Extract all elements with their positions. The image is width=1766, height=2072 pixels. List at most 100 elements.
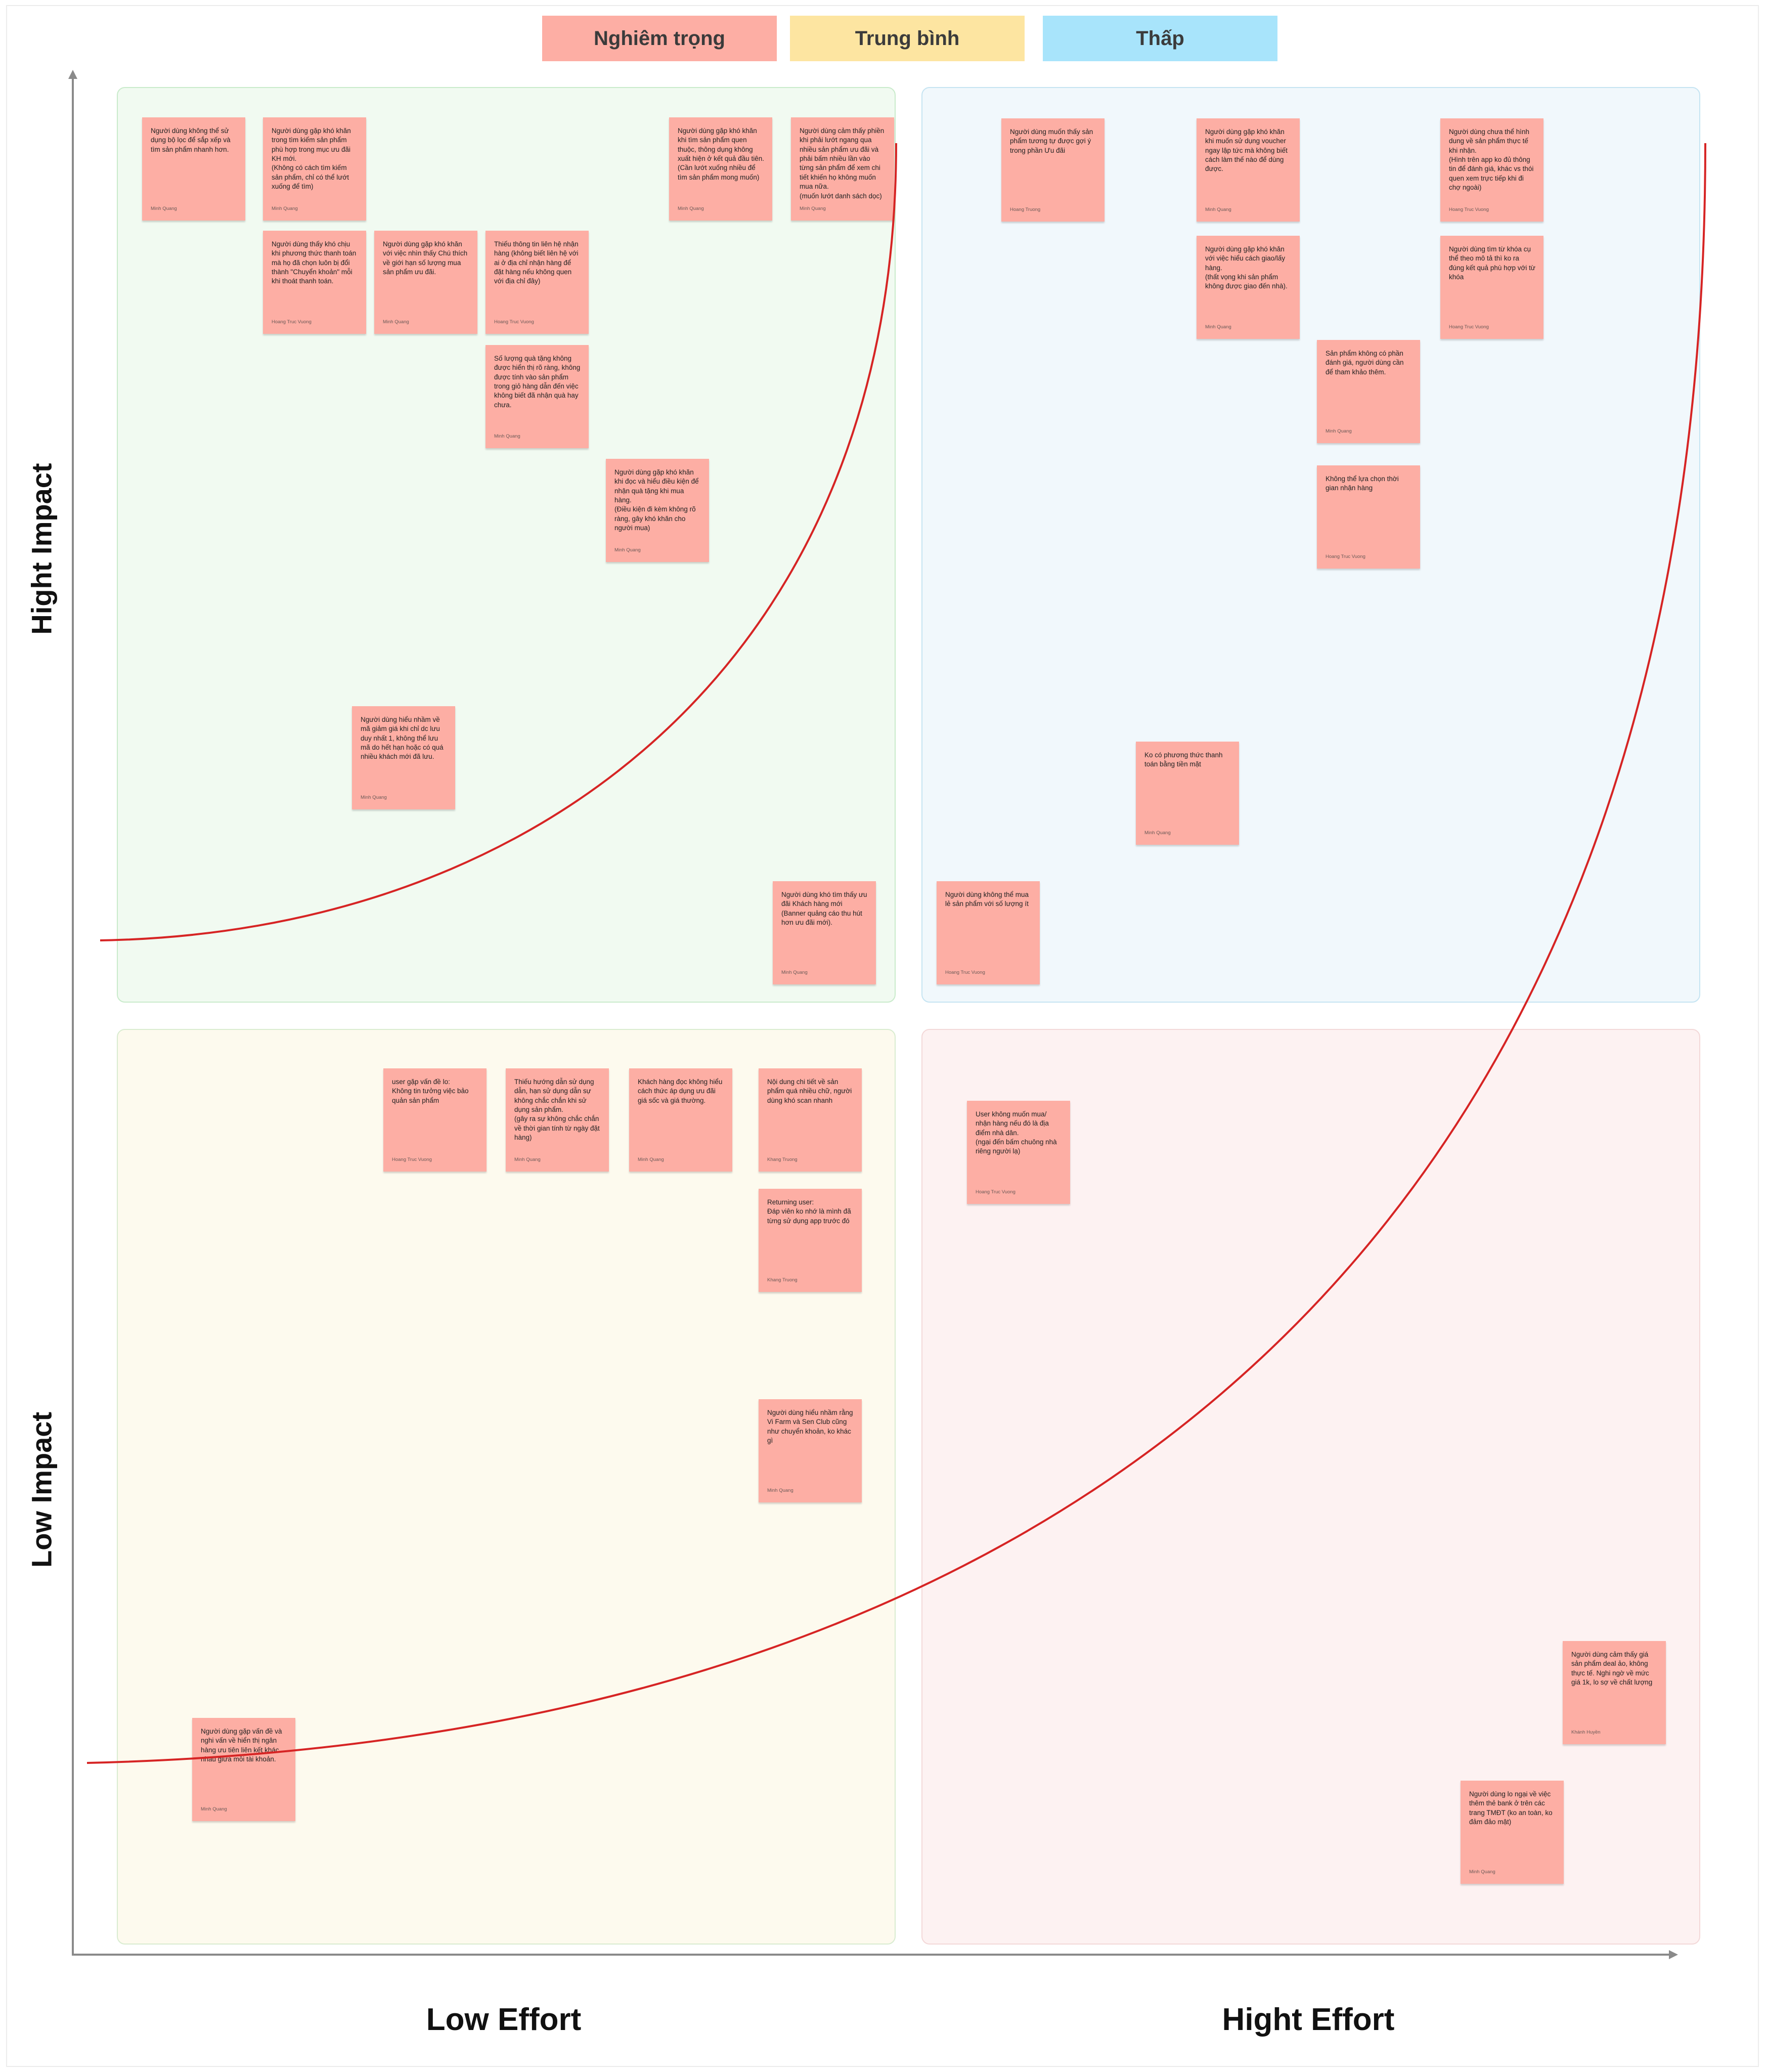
sticky-note[interactable]: Người dùng gặp khó khăn với việc hiểu cá… <box>1197 236 1300 339</box>
upper-priority-curve <box>100 143 897 941</box>
sticky-author: Khánh Huyền <box>1571 1730 1601 1735</box>
sticky-note[interactable]: Thiếu thông tin liên hệ nhận hàng (không… <box>485 231 589 334</box>
sticky-note[interactable]: Số lượng quà tặng không được hiển thị rõ… <box>485 345 589 448</box>
sticky-author: Minh Quang <box>1326 428 1352 434</box>
sticky-note[interactable]: Returning user: Đáp viên ko nhớ là mình … <box>759 1189 862 1292</box>
sticky-author: Minh Quang <box>800 206 826 211</box>
x-axis-label-high-effort: Hight Effort <box>1222 2002 1395 2037</box>
sticky-note[interactable]: Người dùng hiểu nhầm về mã giảm giá khi … <box>352 706 455 809</box>
sticky-text: Người dùng gặp khó khăn với việc nhìn th… <box>383 240 468 276</box>
sticky-author: Minh Quang <box>361 795 387 800</box>
sticky-note[interactable]: Người dùng lo ngại về việc thêm thẻ bank… <box>1461 1781 1564 1884</box>
sticky-text: user gặp vấn đề lo: Không tin tưởng việc… <box>392 1078 469 1104</box>
sticky-note[interactable]: Người dùng hiểu nhầm rằng Vi Farm và Sen… <box>759 1399 862 1502</box>
sticky-text: Người dùng lo ngại về việc thêm thẻ bank… <box>1469 1790 1553 1826</box>
sticky-author: Minh Quang <box>1205 324 1231 330</box>
sticky-text: Người dùng gặp khó khăn khi muốn sử dụng… <box>1205 128 1288 173</box>
sticky-author: Minh Quang <box>383 319 409 325</box>
sticky-text: Không thể lựa chọn thời gian nhận hàng <box>1326 475 1399 492</box>
sticky-text: Người dùng hiểu nhầm rằng Vi Farm và Sen… <box>767 1409 853 1445</box>
lower-priority-curve <box>86 143 1706 1764</box>
sticky-note[interactable]: Khách hàng đọc không hiểu cách thức áp d… <box>629 1068 732 1172</box>
sticky-note[interactable]: Người dùng không thể sử dụng bộ lọc để s… <box>142 117 245 221</box>
sticky-note[interactable]: Người dùng thấy khó chịu khi phương thức… <box>263 231 366 334</box>
sticky-author: Hoang Truc Vuong <box>494 319 534 325</box>
quadrant-high-impact-high-effort <box>921 87 1700 1003</box>
sticky-note[interactable]: Người dùng gặp khó khăn khi tìm sản phẩm… <box>669 117 772 221</box>
sticky-text: Thiếu thông tin liên hệ nhận hàng (không… <box>494 240 579 285</box>
sticky-text: Người dùng khó tìm thấy ưu đãi Khách hàn… <box>781 891 867 927</box>
legend-medium[interactable]: Trung bình <box>790 16 1025 61</box>
sticky-note[interactable]: Người dùng tìm từ khóa cụ thể theo mô tả… <box>1440 236 1543 339</box>
sticky-author: Khang Truong <box>767 1277 798 1283</box>
sticky-text: Người dùng không thể sử dụng bộ lọc để s… <box>151 127 231 153</box>
sticky-text: Người dùng chưa thể hình dung về sản phẩ… <box>1449 128 1534 192</box>
legend-severe[interactable]: Nghiêm trọng <box>542 16 777 61</box>
sticky-text: Người dùng gặp khó khăn khi tìm sản phẩm… <box>678 127 764 181</box>
sticky-author: Minh Quang <box>1469 1869 1495 1875</box>
x-axis-arrow-icon <box>1669 1950 1678 1959</box>
x-axis-label-low-effort: Low Effort <box>426 2002 582 2037</box>
sticky-author: Hoang Truc Vuong <box>392 1157 432 1162</box>
sticky-text: Người dùng muốn thấy sản phẩm tương tự đ… <box>1010 128 1093 154</box>
sticky-author: Hoang Truc Vuong <box>272 319 312 325</box>
sticky-text: Số lượng quà tặng không được hiển thị rõ… <box>494 355 581 409</box>
sticky-note[interactable]: Không thể lựa chọn thời gian nhận hàng Ho… <box>1317 465 1420 569</box>
sticky-text: Khách hàng đọc không hiểu cách thức áp d… <box>638 1078 723 1104</box>
sticky-author: Minh Quang <box>201 1806 227 1812</box>
sticky-author: Hoang Truong <box>1010 207 1041 212</box>
sticky-note[interactable]: User không muốn mua/ nhận hàng nếu đó là… <box>967 1101 1070 1204</box>
y-axis <box>72 76 74 1955</box>
board-frame <box>6 5 1759 2067</box>
sticky-note[interactable]: Người dùng gặp vấn đề và nghi vấn về hiể… <box>192 1718 295 1821</box>
sticky-text: Người dùng không thể mua lẻ sản phẩm với… <box>945 891 1029 908</box>
sticky-text: Nội dung chi tiết về sản phẩm quá nhiều … <box>767 1078 852 1104</box>
sticky-author: Hoang Truc Vuong <box>1449 324 1489 330</box>
sticky-note[interactable]: Người dùng gặp khó khăn trong tìm kiếm s… <box>263 117 366 221</box>
y-axis-arrow-icon <box>68 70 77 79</box>
sticky-text: User không muốn mua/ nhận hàng nếu đó là… <box>976 1110 1057 1155</box>
sticky-author: Khang Truong <box>767 1157 798 1162</box>
sticky-text: Người dùng gặp khó khăn khi đọc và hiểu … <box>614 468 699 532</box>
sticky-note[interactable]: Người dùng gặp khó khăn khi đọc và hiểu … <box>606 459 709 562</box>
sticky-note[interactable]: Người dùng cảm thấy giá sản phẩm deal ảo… <box>1563 1641 1666 1744</box>
sticky-author: Hoang Truc Vuong <box>1326 554 1365 559</box>
legend-low[interactable]: Thấp <box>1043 16 1277 61</box>
sticky-note[interactable]: Người dùng chưa thể hình dung về sản phẩ… <box>1440 118 1543 222</box>
sticky-text: Người dùng hiểu nhầm về mã giảm giá khi … <box>361 716 444 761</box>
sticky-author: Minh Quang <box>767 1488 793 1493</box>
sticky-author: Minh Quang <box>678 206 704 211</box>
sticky-note[interactable]: Người dùng không thể mua lẻ sản phẩm với… <box>937 881 1040 984</box>
sticky-author: Minh Quang <box>638 1157 664 1162</box>
sticky-author: Minh Quang <box>1144 830 1171 836</box>
sticky-text: Người dùng cảm thấy giá sản phẩm deal ảo… <box>1571 1651 1653 1687</box>
sticky-note[interactable]: Người dùng gặp khó khăn khi muốn sử dụng… <box>1197 118 1300 222</box>
sticky-author: Hoang Truc Vuong <box>945 970 985 975</box>
sticky-text: Người dùng cảm thấy phiền khi phải lướt … <box>800 127 885 200</box>
sticky-note[interactable]: Ko có phương thức thanh toán bằng tiền m… <box>1136 742 1239 845</box>
sticky-author: Minh Quang <box>494 434 520 439</box>
sticky-note[interactable]: Thiếu hướng dẫn sử dụng dẫn, hạn sử dụng… <box>506 1068 609 1172</box>
sticky-text: Người dùng thấy khó chịu khi phương thức… <box>272 240 357 285</box>
sticky-author: Minh Quang <box>514 1157 541 1162</box>
sticky-text: Người dùng tìm từ khóa cụ thể theo mô tả… <box>1449 245 1535 281</box>
sticky-text: Returning user: Đáp viên ko nhớ là mình … <box>767 1198 851 1225</box>
sticky-note[interactable]: Người dùng cảm thấy phiền khi phải lướt … <box>791 117 894 221</box>
sticky-text: Người dùng gặp khó khăn với việc hiểu cá… <box>1205 245 1288 290</box>
x-axis <box>72 1954 1670 1956</box>
sticky-note[interactable]: Nội dung chi tiết về sản phẩm quá nhiều … <box>759 1068 862 1172</box>
sticky-text: Thiếu hướng dẫn sử dụng dẫn, hạn sử dụng… <box>514 1078 600 1142</box>
sticky-text: Ko có phương thức thanh toán bằng tiền m… <box>1144 751 1223 768</box>
sticky-note[interactable]: Người dùng muốn thấy sản phẩm tương tự đ… <box>1001 118 1105 222</box>
sticky-author: Minh Quang <box>272 206 298 211</box>
sticky-author: Hoang Truc Vuong <box>976 1189 1016 1195</box>
sticky-text: Sản phẩm không có phần đánh giá, người d… <box>1326 350 1404 376</box>
sticky-note[interactable]: user gặp vấn đề lo: Không tin tưởng việc… <box>383 1068 487 1172</box>
sticky-note[interactable]: Người dùng gặp khó khăn với việc nhìn th… <box>374 231 477 334</box>
sticky-author: Minh Quang <box>614 547 641 553</box>
sticky-note[interactable]: Sản phẩm không có phần đánh giá, người d… <box>1317 340 1420 443</box>
sticky-author: Minh Quang <box>1205 207 1231 212</box>
sticky-note[interactable]: Người dùng khó tìm thấy ưu đãi Khách hàn… <box>773 881 876 984</box>
sticky-author: Minh Quang <box>781 970 808 975</box>
